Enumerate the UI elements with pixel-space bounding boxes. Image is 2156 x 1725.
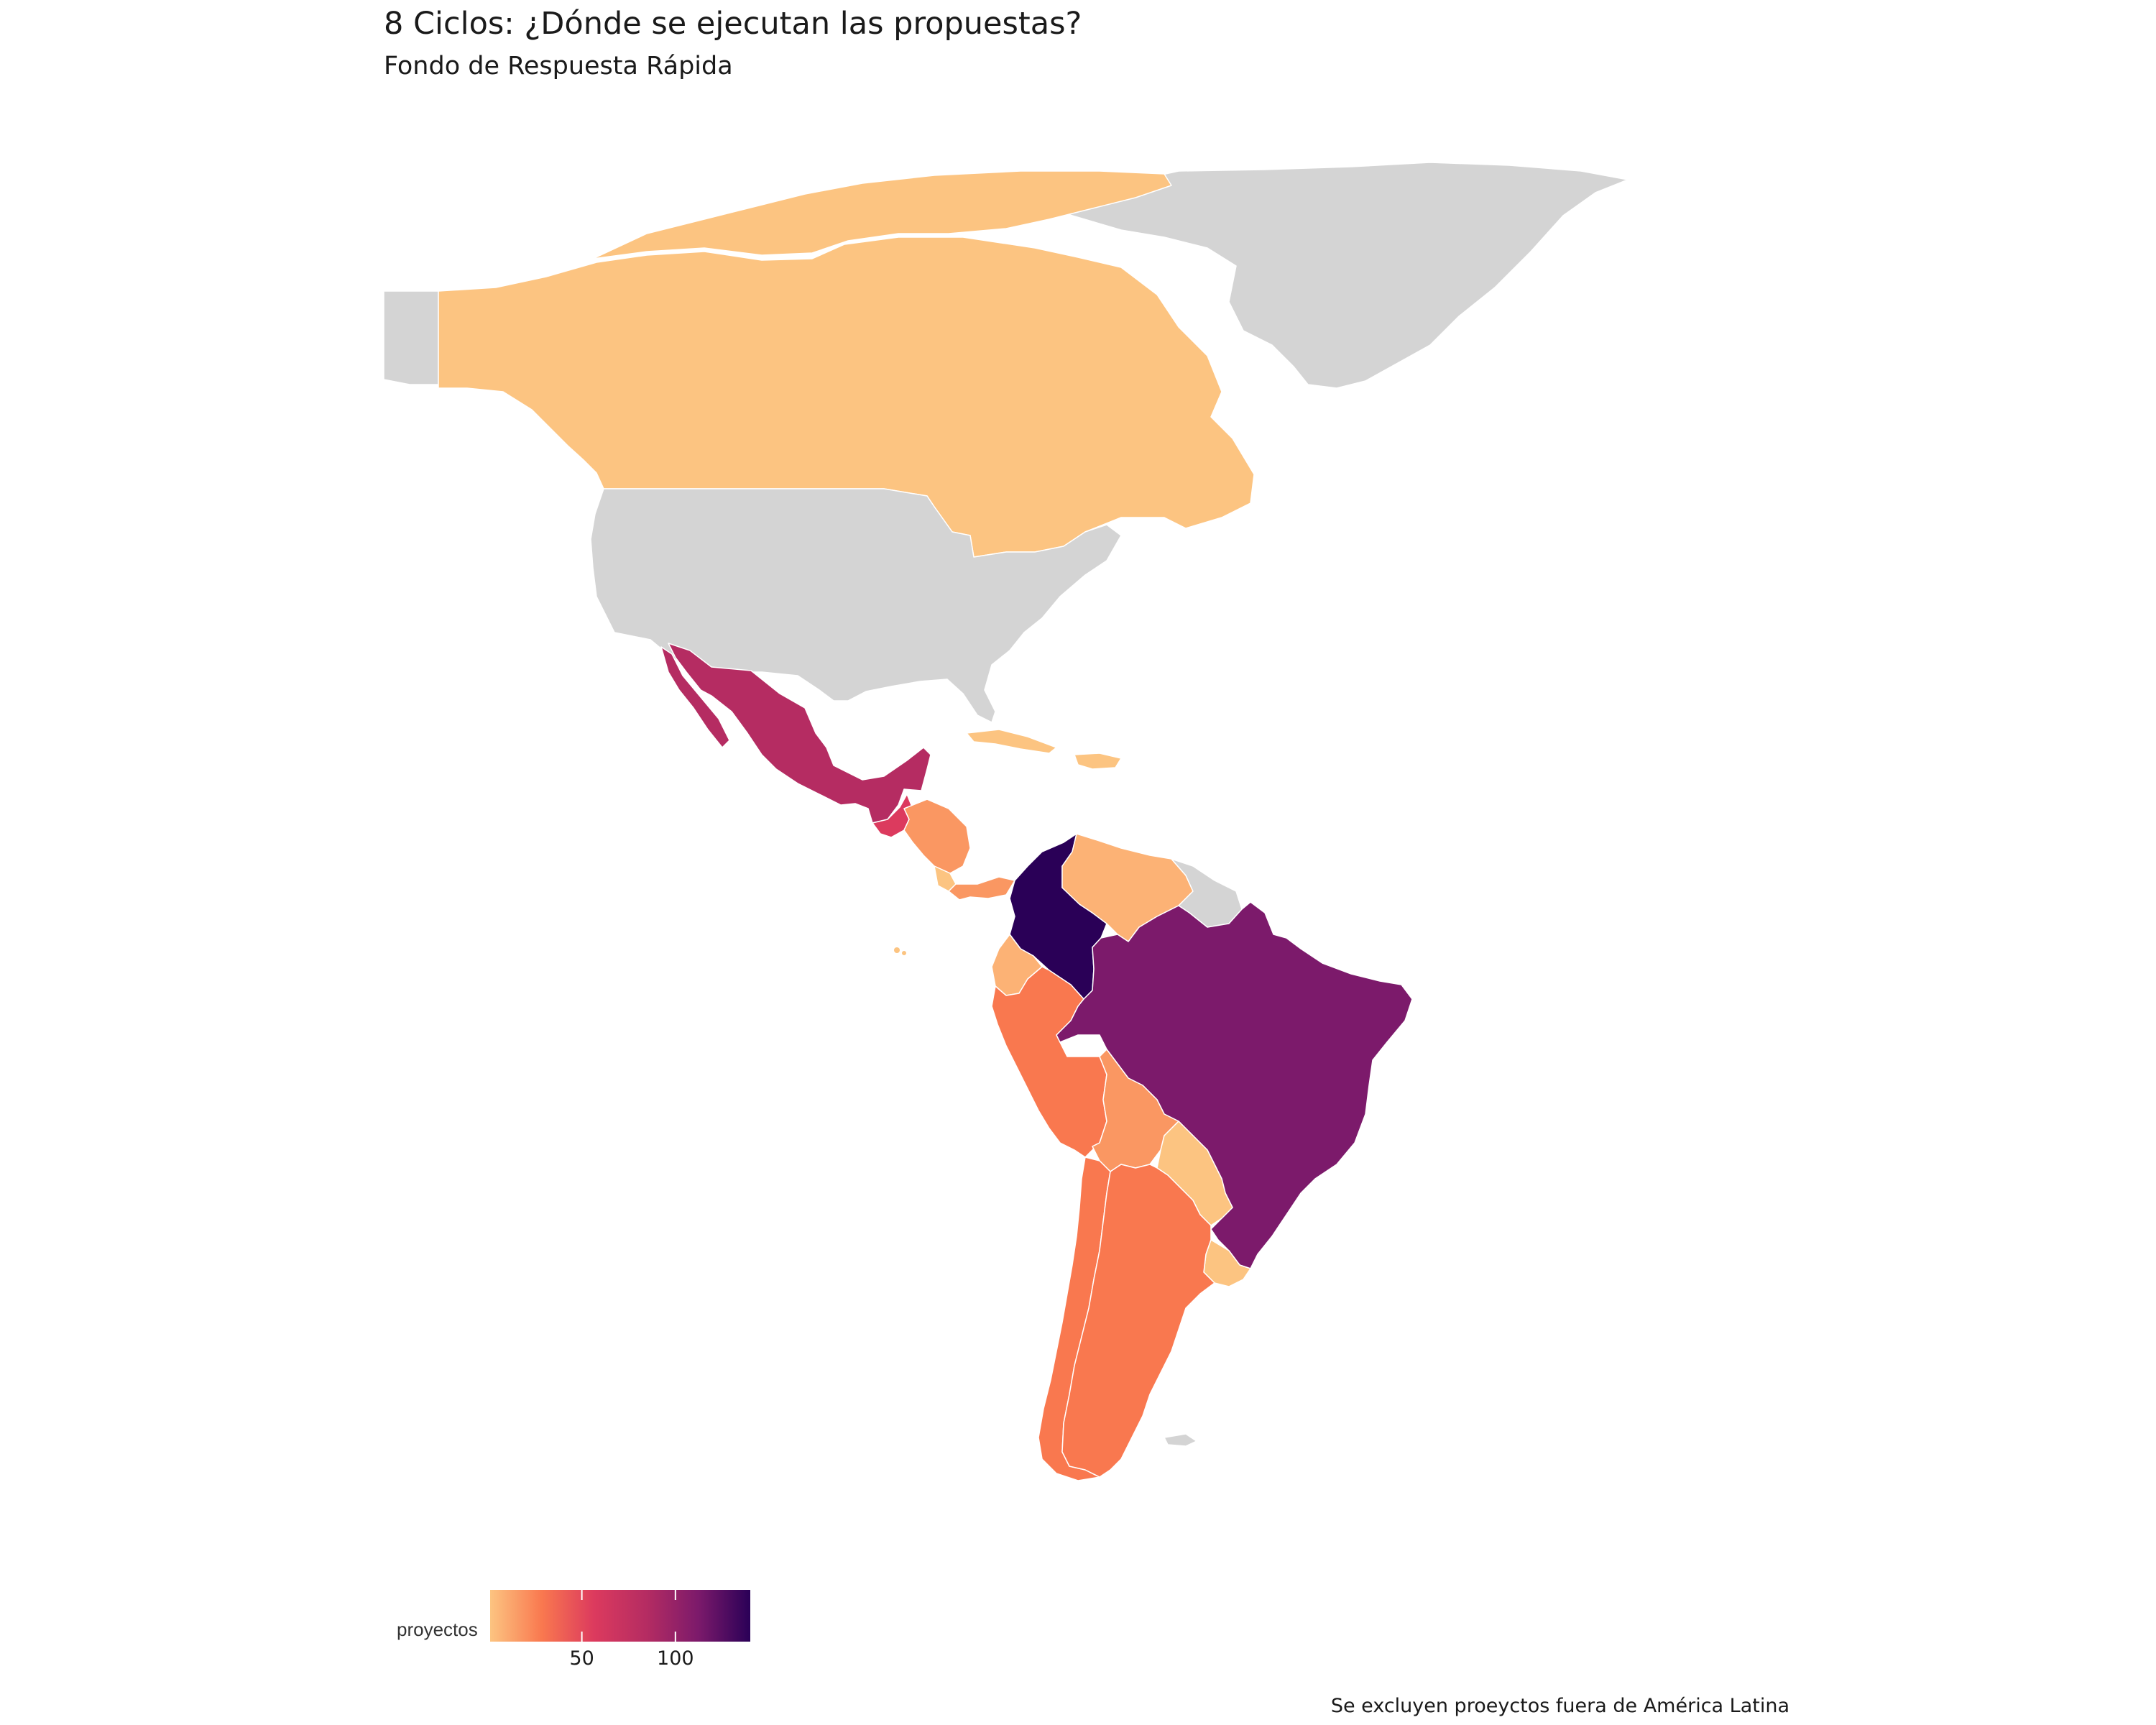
- map-caption: Se excluyen proeyctos fuera de América L…: [1330, 1695, 1789, 1717]
- legend-tick-label: 50: [569, 1647, 594, 1670]
- region-honduras-nicaragua: [903, 799, 971, 874]
- galapagos-island: [894, 947, 900, 953]
- legend-title: proyectos: [397, 1619, 478, 1640]
- region-alaska: [383, 290, 439, 385]
- galapagos-island: [902, 951, 906, 955]
- legend-color-bar: [490, 1590, 750, 1642]
- region-hispaniola: [1074, 753, 1122, 770]
- region-mexico: [668, 643, 931, 824]
- region-falklands: [1164, 1433, 1197, 1447]
- region-canada-islands: [592, 170, 1172, 259]
- region-greenland: [1059, 162, 1628, 389]
- map-subtitle: Fondo de Respuesta Rápida: [384, 52, 733, 80]
- region-baja-california: [660, 646, 730, 748]
- region-panama: [948, 876, 1015, 901]
- region-argentina: [1061, 1164, 1215, 1478]
- region-canada: [438, 236, 1255, 558]
- region-cuba: [966, 729, 1057, 754]
- legend-tick-label: 100: [657, 1647, 694, 1670]
- map-title: 8 Ciclos: ¿Dónde se ejecutan las propues…: [384, 6, 1082, 42]
- region-united-states: [590, 488, 1122, 723]
